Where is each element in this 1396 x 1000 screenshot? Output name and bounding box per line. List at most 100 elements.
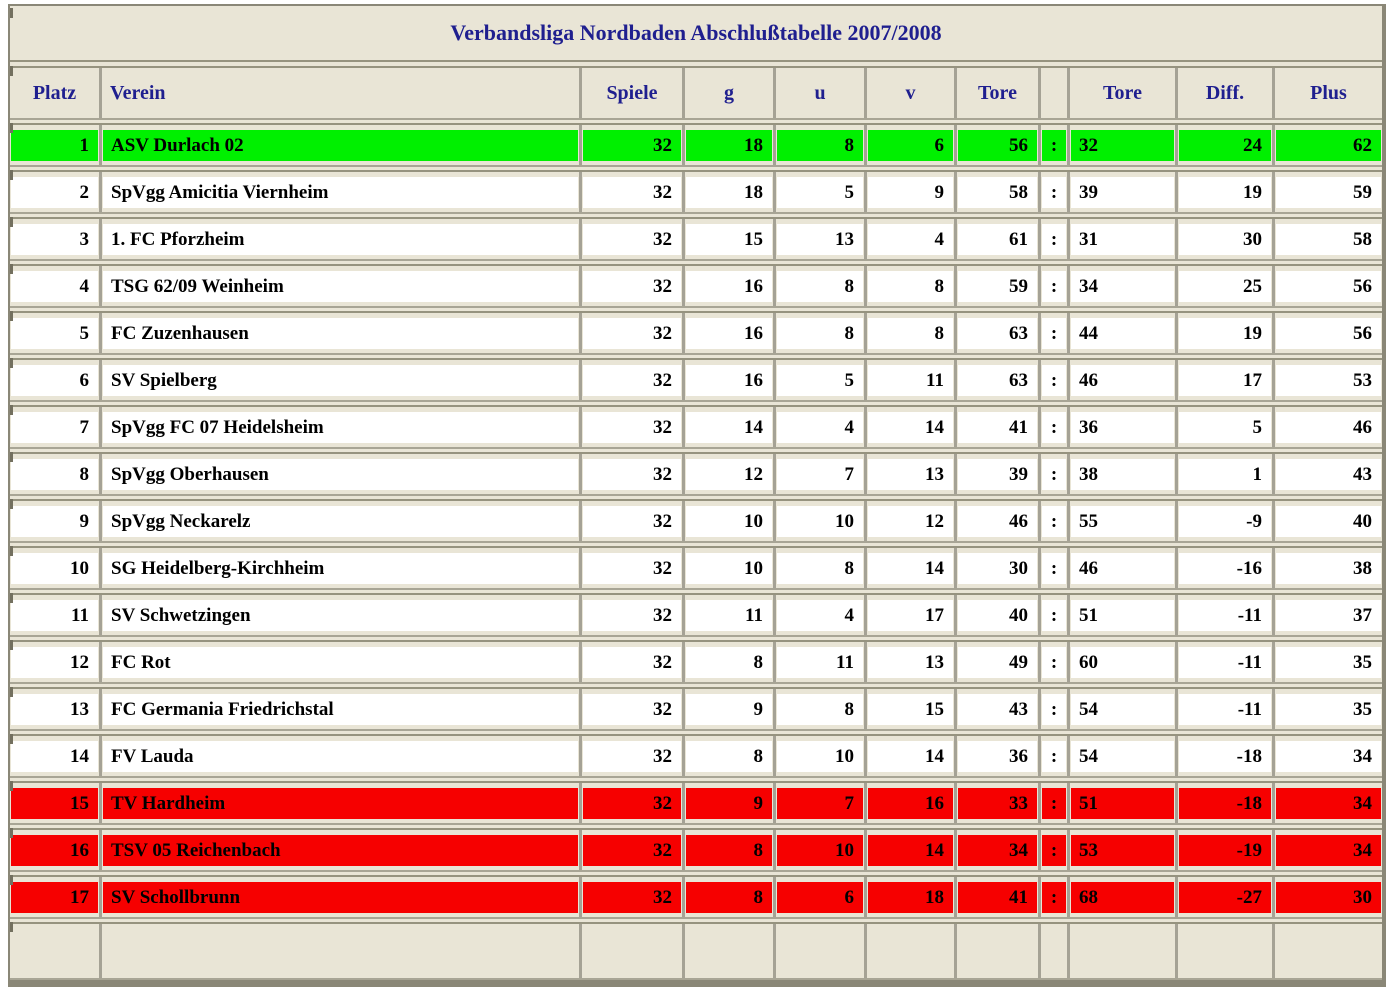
- table-row: 2 SpVgg Amicitia Viernheim 32 18 5 9 58:39 19 59: [10, 170, 1382, 214]
- empty-cell-colon: [1041, 924, 1070, 978]
- cell-diff: 19: [1179, 177, 1271, 208]
- cell-tore-against: 53: [1071, 835, 1174, 866]
- header-cell-g: g: [724, 81, 734, 104]
- cell-v: 15: [868, 694, 953, 725]
- cell-v: 13: [868, 459, 953, 490]
- league-table: Verbandsliga Nordbaden Abschlußtabelle 2…: [8, 4, 1386, 987]
- empty-cell-u: [776, 924, 867, 978]
- cell-colon: :: [1042, 271, 1066, 302]
- cell-colon: :: [1042, 741, 1066, 772]
- cell-colon: :: [1042, 882, 1066, 913]
- cell-plus: 35: [1276, 647, 1381, 678]
- table-row: 17 SV Schollbrunn 32 8 6 18 41:68 -27 30: [10, 875, 1382, 919]
- header-cell-spiele: Spiele: [606, 81, 658, 104]
- cell-plus: 59: [1276, 177, 1381, 208]
- cell-v: 16: [868, 788, 953, 819]
- cell-tore-against: 55: [1071, 506, 1174, 537]
- cell-colon: :: [1042, 835, 1066, 866]
- cell-plus: 56: [1276, 271, 1381, 302]
- cell-u: 5: [777, 365, 863, 396]
- cell-tore-against: 51: [1071, 788, 1174, 819]
- cell-u: 6: [777, 882, 863, 913]
- cell-spiele: 32: [583, 882, 681, 913]
- cell-tore-against: 34: [1071, 271, 1174, 302]
- cell-u: 8: [777, 318, 863, 349]
- header-cell-plus: Plus: [1310, 81, 1347, 104]
- table-row: 13 FC Germania Friedrichstal 32 9 8 15 43:54 -1…: [10, 687, 1382, 731]
- cell-colon: :: [1042, 365, 1066, 396]
- cell-v: 4: [868, 224, 953, 255]
- cell-g: 12: [686, 459, 772, 490]
- cell-tore-for: 30: [958, 553, 1037, 584]
- header-cell-platz: Platz: [32, 81, 77, 104]
- cell-tore-for: 58: [958, 177, 1037, 208]
- cell-g: 18: [686, 177, 772, 208]
- table-row: 6 SV Spielberg 32 16 5 11 63:46 17 53: [10, 358, 1382, 402]
- empty-cell-plus: [1275, 924, 1382, 978]
- cell-spiele: 32: [583, 365, 681, 396]
- cell-tore-against: 38: [1071, 459, 1174, 490]
- cell-tore-against: 32: [1071, 130, 1174, 161]
- cell-v: 17: [868, 600, 953, 631]
- empty-cell-v: [867, 924, 957, 978]
- cell-spiele: 32: [583, 271, 681, 302]
- cell-spiele: 32: [583, 741, 681, 772]
- table-row: 1 ASV Durlach 02 32 18 8 6 56:32 24 62: [10, 123, 1382, 167]
- cell-g: 9: [686, 788, 772, 819]
- cell-tore-for: 46: [958, 506, 1037, 537]
- table-row: 10 SG Heidelberg-Kirchheim 32 10 8 14 30:46 -16…: [10, 546, 1382, 590]
- cell-u: 4: [777, 412, 863, 443]
- cell-tore-for: 33: [958, 788, 1037, 819]
- cell-colon: :: [1042, 694, 1066, 725]
- empty-cell-diff: [1178, 924, 1275, 978]
- cell-plus: 40: [1276, 506, 1381, 537]
- cell-diff: 19: [1179, 318, 1271, 349]
- cell-g: 9: [686, 694, 772, 725]
- cell-u: 5: [777, 177, 863, 208]
- cell-tore-for: 43: [958, 694, 1037, 725]
- cell-u: 4: [777, 600, 863, 631]
- cell-tore-for: 49: [958, 647, 1037, 678]
- cell-plus: 46: [1276, 412, 1381, 443]
- cell-verein: SV Spielberg: [103, 365, 578, 396]
- cell-g: 14: [686, 412, 772, 443]
- cell-tore-against: 68: [1071, 882, 1174, 913]
- empty-cell-platz: [10, 924, 102, 978]
- cell-g: 8: [686, 741, 772, 772]
- header-cell-tore-for: Tore: [978, 81, 1017, 104]
- cell-tore-for: 63: [958, 365, 1037, 396]
- cell-g: 8: [686, 835, 772, 866]
- cell-tore-for: 41: [958, 882, 1037, 913]
- cell-plus: 56: [1276, 318, 1381, 349]
- cell-spiele: 32: [583, 835, 681, 866]
- cell-v: 14: [868, 412, 953, 443]
- cell-platz: 15: [11, 788, 98, 819]
- cell-g: 11: [686, 600, 772, 631]
- cell-platz: 12: [11, 647, 98, 678]
- cell-diff: -16: [1179, 553, 1271, 584]
- cell-tore-for: 34: [958, 835, 1037, 866]
- cell-v: 8: [868, 271, 953, 302]
- header-cell-colon: [1041, 68, 1067, 118]
- cell-platz: 7: [11, 412, 98, 443]
- cell-verein: TSG 62/09 Weinheim: [103, 271, 578, 302]
- cell-diff: 1: [1179, 459, 1271, 490]
- cell-tore-against: 44: [1071, 318, 1174, 349]
- cell-platz: 9: [11, 506, 98, 537]
- cell-tore-against: 51: [1071, 600, 1174, 631]
- cell-verein: TV Hardheim: [103, 788, 578, 819]
- cell-g: 10: [686, 553, 772, 584]
- cell-tore-for: 40: [958, 600, 1037, 631]
- cell-diff: -18: [1179, 741, 1271, 772]
- table-row: 9 SpVgg Neckarelz 32 10 10 12 46:55 -9 40: [10, 499, 1382, 543]
- cell-plus: 35: [1276, 694, 1381, 725]
- cell-diff: -11: [1179, 600, 1271, 631]
- cell-v: 8: [868, 318, 953, 349]
- cell-colon: :: [1042, 647, 1066, 678]
- cell-tore-for: 59: [958, 271, 1037, 302]
- cell-plus: 34: [1276, 741, 1381, 772]
- cell-spiele: 32: [583, 130, 681, 161]
- table-row: 3 1. FC Pforzheim 32 15 13 4 61:31 30 58: [10, 217, 1382, 261]
- cell-u: 8: [777, 694, 863, 725]
